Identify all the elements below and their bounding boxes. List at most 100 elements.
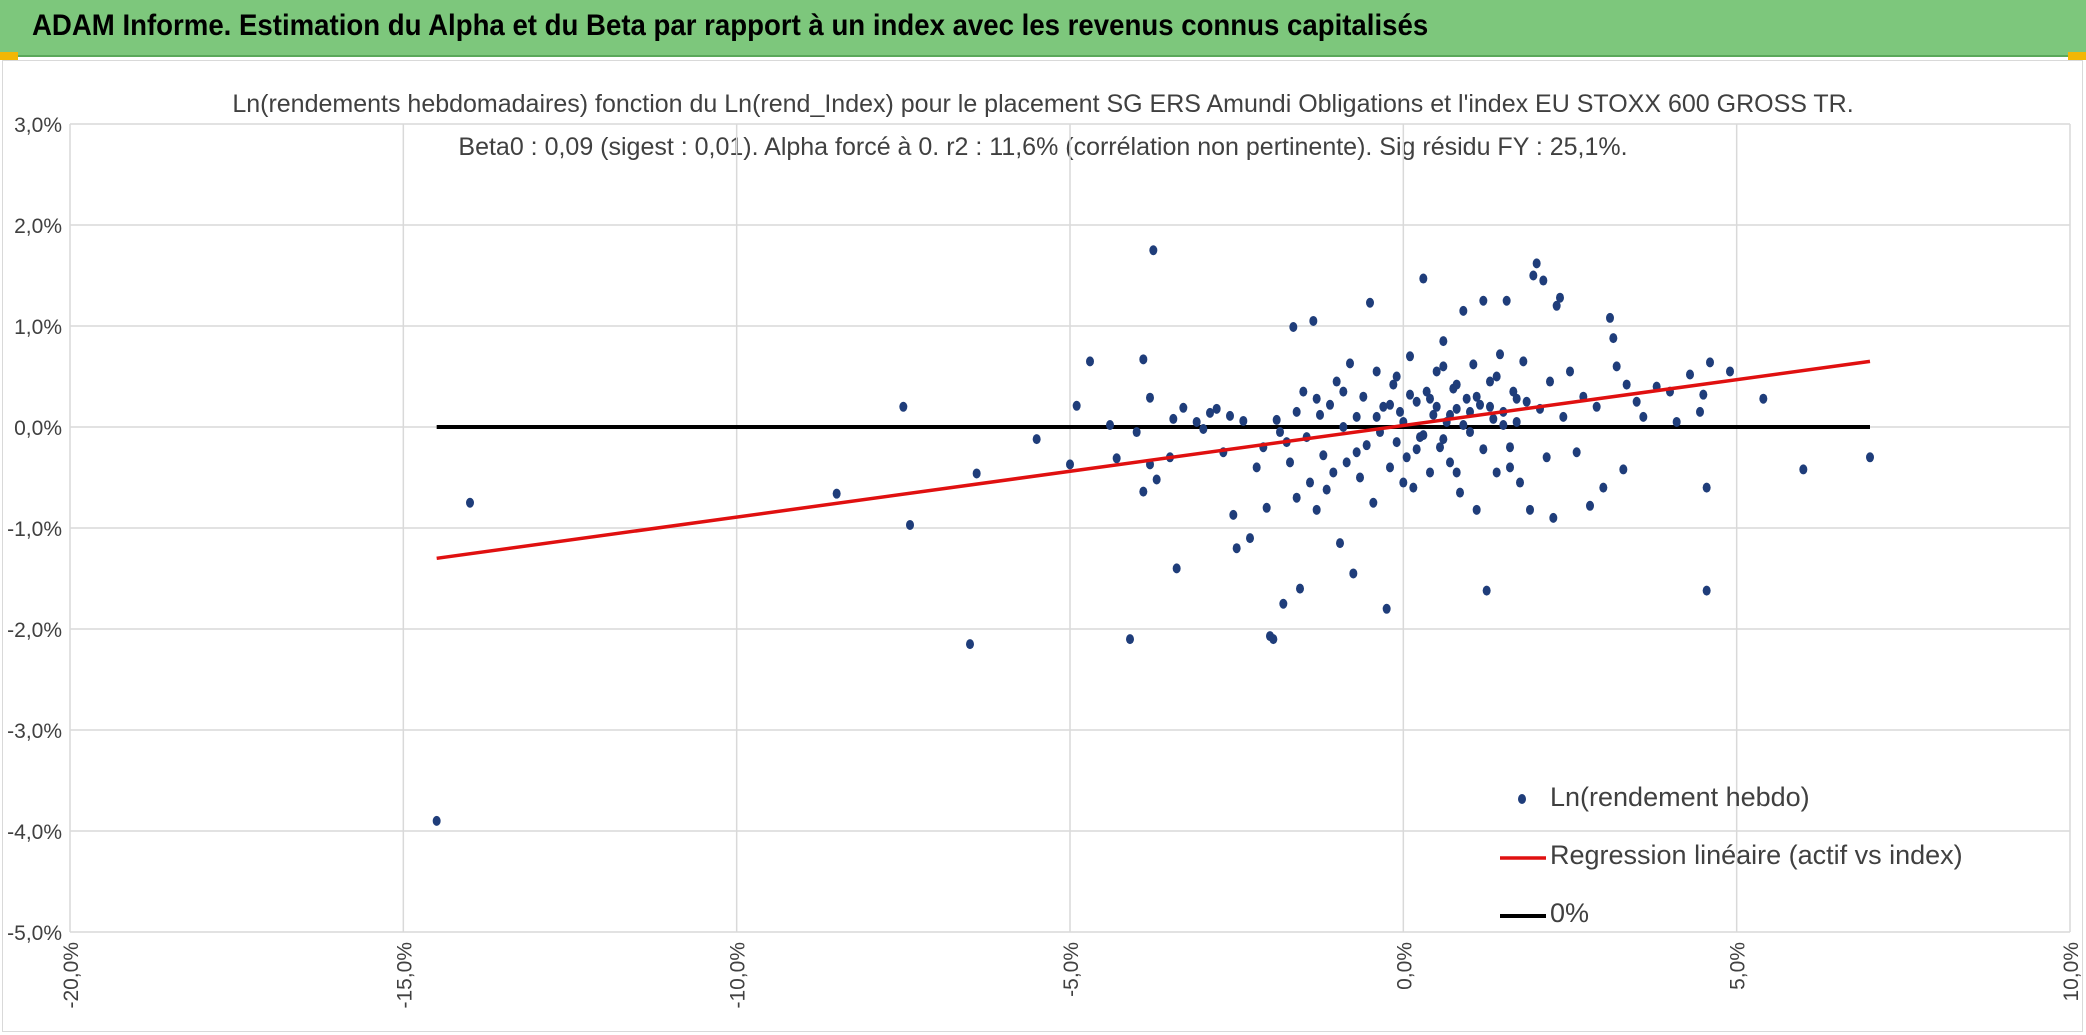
data-point: [1506, 442, 1514, 453]
data-point: [1179, 402, 1188, 413]
data-point: [966, 639, 974, 650]
data-point: [1556, 292, 1564, 303]
data-point: [1486, 376, 1494, 387]
y-tick-label: -1,0%: [7, 518, 62, 541]
data-point: [1606, 312, 1614, 323]
data-point: [906, 519, 914, 530]
data-point: [1386, 399, 1394, 410]
data-point: [1346, 358, 1354, 369]
data-point: [1399, 477, 1408, 488]
data-point: [1276, 427, 1284, 438]
data-point: [1632, 396, 1641, 407]
data-point: [1439, 361, 1448, 372]
data-point: [1566, 366, 1574, 377]
data-point: [1609, 333, 1618, 344]
data-point: [1456, 487, 1464, 498]
x-tick-label: 5,0%: [1727, 942, 1750, 990]
data-point: [1322, 484, 1331, 495]
legend-label-points: Ln(rendement hebdo): [1550, 782, 1810, 812]
y-tick-label: 0,0%: [14, 417, 62, 440]
data-point: [1619, 464, 1628, 475]
data-point: [972, 468, 981, 479]
data-point: [1396, 406, 1404, 417]
data-point: [1559, 411, 1568, 422]
data-point: [899, 401, 908, 412]
data-point: [1379, 401, 1388, 412]
data-point: [1349, 568, 1358, 579]
data-point: [1309, 315, 1318, 326]
x-tick-label: 0,0%: [1393, 942, 1416, 990]
page-title: ADAM Informe. Estimation du Alpha et du …: [32, 9, 1429, 42]
data-point: [1169, 413, 1178, 424]
data-point: [1452, 467, 1461, 478]
data-point: [1386, 462, 1394, 473]
data-point: [1472, 391, 1481, 402]
data-point: [1686, 369, 1694, 380]
data-point: [1409, 482, 1418, 493]
header-bar: ADAM Informe. Estimation du Alpha et du …: [0, 0, 2086, 57]
data-point: [1366, 297, 1374, 308]
data-point: [1476, 399, 1484, 410]
data-point: [1472, 504, 1481, 515]
data-point: [1542, 452, 1551, 463]
data-point: [1599, 482, 1608, 493]
data-point: [1356, 472, 1364, 483]
data-point: [1292, 492, 1301, 503]
data-point: [1512, 416, 1521, 427]
data-point: [1482, 585, 1491, 596]
y-tick-label: -2,0%: [7, 619, 62, 642]
data-point: [1696, 406, 1704, 417]
data-point: [1212, 403, 1221, 414]
data-point: [1479, 295, 1488, 306]
data-point: [1149, 245, 1158, 256]
data-point: [1072, 400, 1081, 411]
data-point: [1352, 447, 1361, 458]
data-point: [1412, 396, 1421, 407]
data-point: [1232, 543, 1241, 554]
data-point: [1419, 273, 1428, 284]
data-point: [466, 497, 474, 508]
data-point: [1506, 462, 1514, 473]
data-point: [1312, 504, 1321, 515]
x-tick-label: -15,0%: [393, 942, 416, 1009]
data-point: [1516, 477, 1524, 488]
corner-accent-right: [2068, 52, 2086, 60]
data-point: [1319, 450, 1328, 461]
data-point: [1592, 401, 1601, 412]
data-point: [1316, 409, 1324, 420]
data-point: [1419, 430, 1428, 441]
data-point: [1206, 407, 1214, 418]
corner-accent-left: [0, 52, 18, 60]
data-point: [1526, 504, 1534, 515]
data-point: [1296, 583, 1304, 594]
data-point: [1139, 354, 1148, 365]
data-point: [1426, 467, 1434, 478]
data-point: [1612, 361, 1621, 372]
data-point: [1152, 474, 1161, 485]
y-tick-label: -3,0%: [7, 720, 62, 743]
chart-frame: [2, 60, 2083, 1032]
data-point: [1336, 538, 1344, 549]
data-point: [1199, 424, 1208, 435]
data-point: [1586, 500, 1594, 511]
y-tick-label: 2,0%: [14, 215, 62, 238]
data-point: [1496, 349, 1504, 360]
data-point: [1529, 270, 1538, 281]
data-point: [1279, 598, 1288, 609]
data-point: [1412, 444, 1421, 455]
data-point: [1192, 416, 1201, 427]
data-point: [1299, 386, 1308, 397]
data-point: [1289, 322, 1298, 333]
chart-title-line2: Beta0 : 0,09 (sigest : 0,01). Alpha forc…: [458, 133, 1628, 161]
data-point: [1532, 258, 1541, 269]
data-point: [1226, 410, 1234, 421]
data-point: [1726, 366, 1734, 377]
data-point: [1672, 416, 1681, 427]
data-point: [1329, 467, 1338, 478]
data-point: [1146, 392, 1154, 403]
data-point: [1429, 409, 1438, 420]
legend-label-zero: 0%: [1550, 898, 1590, 928]
y-tick-label: -5,0%: [7, 922, 62, 945]
data-point: [1572, 447, 1581, 458]
data-point: [1639, 411, 1648, 422]
